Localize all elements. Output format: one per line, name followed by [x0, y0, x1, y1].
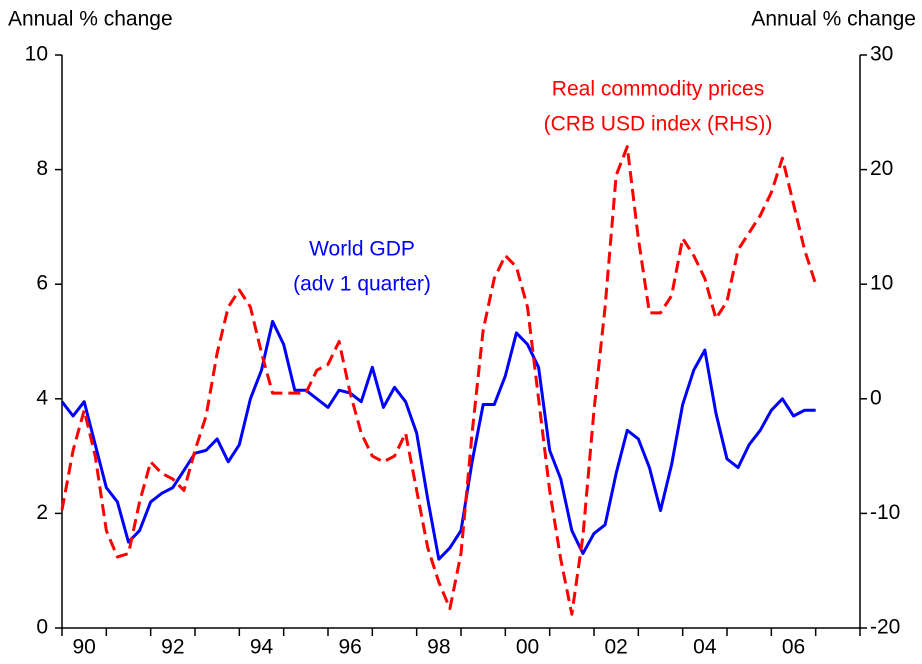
x-tick-label: 92: [161, 636, 184, 659]
y2-axis-title: Annual % change: [751, 8, 916, 31]
x-tick-label: 94: [250, 636, 274, 659]
y-tick-label: 10: [25, 43, 48, 66]
y2-tick-label: 10: [870, 272, 893, 295]
y-tick-label: 8: [36, 157, 48, 180]
series-line: [60, 319, 816, 561]
x-tick-label: 02: [604, 636, 627, 659]
annotation: (CRB USD index (RHS)): [544, 113, 773, 136]
y2-tick-label: -10: [870, 501, 900, 524]
x-tick-label: 04: [693, 636, 717, 659]
series-line: [60, 145, 818, 616]
annotation: Real commodity prices: [552, 78, 764, 101]
y-tick-label: 6: [36, 272, 48, 295]
x-tick-label: 06: [782, 636, 805, 659]
x-tick-label: 98: [427, 636, 450, 659]
y2-tick-label: 30: [870, 43, 893, 66]
x-tick-label: 90: [72, 636, 95, 659]
y-tick-label: 0: [36, 616, 48, 639]
y2-tick-label: 20: [870, 157, 893, 180]
y2-tick-label: -20: [870, 616, 900, 639]
y-tick-label: 2: [36, 501, 48, 524]
y2-tick-label: 0: [870, 386, 882, 409]
y-axis-title: Annual % change: [8, 8, 173, 31]
y-tick-label: 4: [36, 386, 48, 409]
annotation: (adv 1 quarter): [293, 273, 431, 296]
annotation: World GDP: [309, 238, 415, 261]
x-tick-label: 96: [338, 636, 361, 659]
x-tick-label: 00: [516, 636, 539, 659]
